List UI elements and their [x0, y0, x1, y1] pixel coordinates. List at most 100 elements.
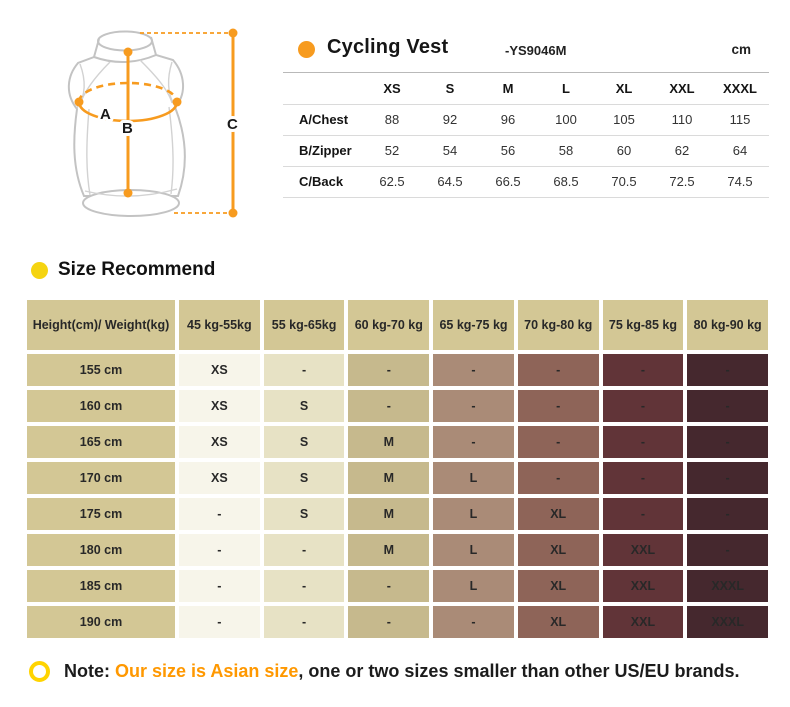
size-cell: M — [348, 498, 430, 530]
size-cell: XS — [179, 390, 260, 422]
size-cell: - — [517, 354, 599, 386]
col-header-weight: 55 kg-65kg — [263, 300, 345, 350]
size-col-header: L — [537, 73, 595, 105]
table-row-zipper: B/Zipper 52 54 56 58 60 62 64 — [283, 135, 769, 167]
size-cell: XL — [517, 534, 599, 566]
diagram-label-b: B — [122, 120, 133, 137]
size-cell: - — [179, 498, 260, 530]
table-row-chest: A/Chest 88 92 96 100 105 110 115 — [283, 104, 769, 136]
height-label: 155 cm — [27, 354, 175, 386]
size-cell: XXXL — [687, 570, 768, 602]
size-cell: XXXL — [687, 606, 768, 638]
size-cell: - — [263, 570, 345, 602]
height-label: 160 cm — [27, 390, 175, 422]
size-cell: - — [602, 390, 684, 422]
size-cell: - — [179, 570, 260, 602]
measurement-overlays — [74, 28, 238, 218]
col-header-weight: 70 kg-80 kg — [517, 300, 599, 350]
size-cell: - — [263, 354, 345, 386]
measurement-value: 74.5 — [711, 166, 769, 198]
yellow-ring-icon — [29, 661, 50, 682]
measurement-value: 70.5 — [595, 166, 653, 198]
size-cell: - — [517, 390, 599, 422]
measurement-value: 88 — [363, 104, 421, 136]
size-cell: - — [602, 354, 684, 386]
vest-measurement-diagram: A B C — [67, 28, 241, 218]
size-cell: L — [433, 570, 514, 602]
measurement-value: 92 — [421, 104, 479, 136]
yellow-bullet-icon — [31, 261, 48, 279]
size-cell: - — [263, 534, 345, 566]
measurement-value: 115 — [711, 104, 769, 136]
size-cell: L — [433, 462, 514, 494]
height-label: 165 cm — [27, 426, 175, 458]
measurement-section: Cycling Vest -YS9046M cm XS S M L XL XXL… — [283, 28, 769, 198]
size-cell: - — [687, 498, 768, 530]
measurement-value: 68.5 — [537, 166, 595, 198]
size-cell: S — [263, 462, 345, 494]
size-cell: - — [348, 606, 430, 638]
size-cell: M — [348, 462, 430, 494]
measurement-value: 100 — [537, 104, 595, 136]
size-cell: XS — [179, 462, 260, 494]
measurement-value: 58 — [537, 135, 595, 167]
col-header-weight: 65 kg-75 kg — [433, 300, 514, 350]
measurement-table: XS S M L XL XXL XXXL A/Chest 88 92 96 10… — [283, 73, 769, 198]
measurement-value: 72.5 — [653, 166, 711, 198]
size-col-header: M — [479, 73, 537, 105]
size-cell: - — [433, 606, 514, 638]
size-cell: S — [263, 426, 345, 458]
size-cell: - — [687, 354, 768, 386]
note-rest: , one or two sizes smaller than other US… — [298, 661, 740, 681]
note-prefix: Note: — [64, 661, 115, 681]
size-col-header: XL — [595, 73, 653, 105]
measurement-value: 66.5 — [479, 166, 537, 198]
size-cell: L — [433, 534, 514, 566]
divider — [283, 72, 769, 73]
row-label: A/Chest — [283, 104, 363, 136]
measurement-value: 62 — [653, 135, 711, 167]
size-cell: - — [433, 354, 514, 386]
size-cell: XL — [517, 498, 599, 530]
diagram-label-c: C — [227, 116, 238, 133]
height-label: 170 cm — [27, 462, 175, 494]
row-label: C/Back — [283, 166, 363, 198]
size-cell: - — [602, 462, 684, 494]
size-cell: - — [602, 426, 684, 458]
size-cell: XL — [517, 570, 599, 602]
measurement-value: 60 — [595, 135, 653, 167]
measurement-header: Cycling Vest -YS9046M cm — [283, 28, 769, 72]
size-cell: - — [517, 462, 599, 494]
size-cell: XXL — [602, 570, 684, 602]
size-cell: - — [687, 426, 768, 458]
measurement-value: 96 — [479, 104, 537, 136]
size-cell: M — [348, 426, 430, 458]
measurement-value: 110 — [653, 104, 711, 136]
size-cell: - — [517, 426, 599, 458]
size-cell: - — [433, 390, 514, 422]
size-cell: XL — [517, 606, 599, 638]
size-cell: S — [263, 498, 345, 530]
size-cell: - — [687, 534, 768, 566]
size-cell: L — [433, 498, 514, 530]
size-col-header: XS — [363, 73, 421, 105]
height-label: 180 cm — [27, 534, 175, 566]
size-cell: - — [348, 570, 430, 602]
size-cell: - — [179, 534, 260, 566]
size-cell: - — [348, 390, 430, 422]
size-cell: M — [348, 534, 430, 566]
product-title: Cycling Vest — [327, 36, 449, 58]
col-header-height-weight: Height(cm)/ Weight(kg) — [27, 300, 175, 350]
size-cell: - — [433, 426, 514, 458]
diagram-label-a: A — [100, 106, 111, 123]
size-cell: - — [263, 606, 345, 638]
orange-bullet-icon — [298, 41, 315, 58]
col-header-weight: 80 kg-90 kg — [687, 300, 768, 350]
size-cell: XXL — [602, 534, 684, 566]
size-header-row: XS S M L XL XXL XXXL — [283, 73, 769, 105]
height-label: 190 cm — [27, 606, 175, 638]
measurement-value: 54 — [421, 135, 479, 167]
measurement-value: 56 — [479, 135, 537, 167]
size-cell: - — [348, 354, 430, 386]
